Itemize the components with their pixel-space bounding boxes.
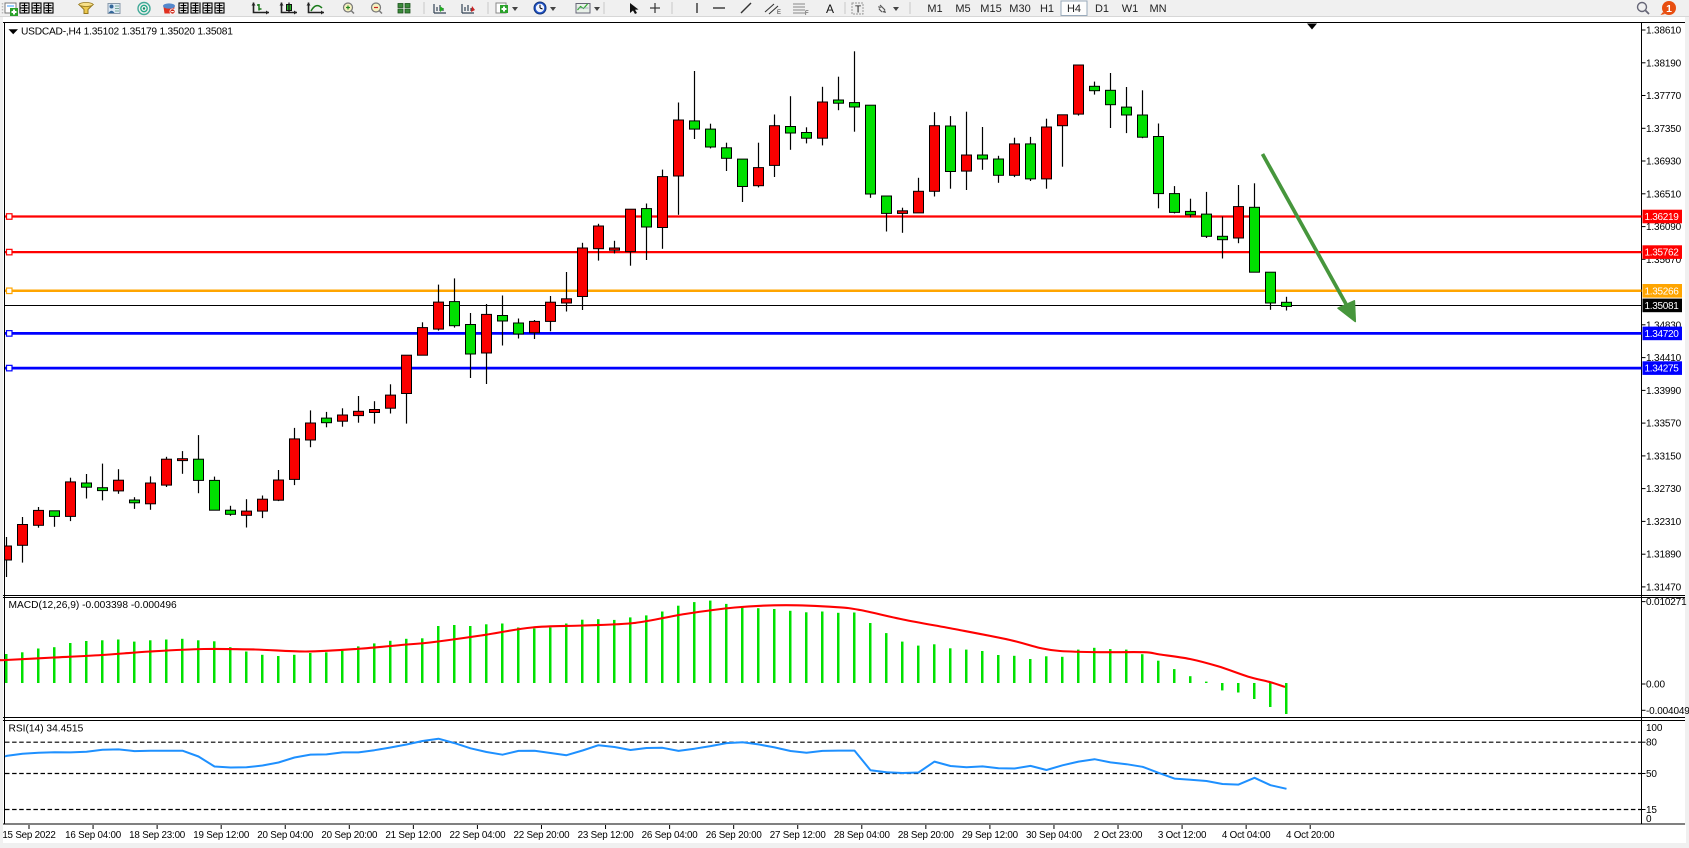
svg-text:28 Sep 04:00: 28 Sep 04:00 xyxy=(834,830,891,841)
svg-text:26 Sep 04:00: 26 Sep 04:00 xyxy=(642,830,699,841)
svg-text:1.38610: 1.38610 xyxy=(1646,26,1682,37)
svg-text:26 Sep 20:00: 26 Sep 20:00 xyxy=(706,830,763,841)
svg-text:50: 50 xyxy=(1646,769,1657,780)
svg-text:H4: H4 xyxy=(1067,3,1081,15)
svg-text:1.32730: 1.32730 xyxy=(1646,484,1682,495)
svg-text:1.38190: 1.38190 xyxy=(1646,58,1682,69)
svg-text:80: 80 xyxy=(1646,738,1657,749)
svg-text:18 Sep 23:00: 18 Sep 23:00 xyxy=(129,830,186,841)
svg-text:100: 100 xyxy=(1646,723,1663,734)
svg-text:15: 15 xyxy=(1646,805,1657,816)
svg-text:1.36219: 1.36219 xyxy=(1645,212,1680,223)
svg-text:1.36510: 1.36510 xyxy=(1646,189,1682,200)
svg-text:1.34830: 1.34830 xyxy=(1646,320,1682,331)
svg-text:W1: W1 xyxy=(1122,3,1139,15)
svg-text:F: F xyxy=(805,11,809,17)
svg-text:3 Oct 12:00: 3 Oct 12:00 xyxy=(1158,830,1207,841)
svg-text:0: 0 xyxy=(1646,814,1652,825)
svg-text:1.36930: 1.36930 xyxy=(1646,157,1682,168)
svg-text:4 Oct 20:00: 4 Oct 20:00 xyxy=(1286,830,1335,841)
svg-text:1.35266: 1.35266 xyxy=(1645,286,1680,297)
svg-text:1.35762: 1.35762 xyxy=(1645,248,1680,259)
svg-text:1.35081: 1.35081 xyxy=(1645,301,1680,312)
svg-text:MN: MN xyxy=(1149,3,1166,15)
svg-text:15 Sep 2022: 15 Sep 2022 xyxy=(2,830,55,841)
svg-text:T: T xyxy=(855,5,861,16)
svg-text:D1: D1 xyxy=(1095,3,1109,15)
svg-text:1.34720: 1.34720 xyxy=(1645,329,1680,340)
svg-text:1: 1 xyxy=(1666,3,1672,15)
svg-text:E: E xyxy=(777,10,781,16)
svg-text:1.33990: 1.33990 xyxy=(1646,386,1682,397)
svg-text:0.010271: 0.010271 xyxy=(1646,597,1687,608)
svg-text:RSI(14) 34.4515: RSI(14) 34.4515 xyxy=(9,724,84,735)
svg-text:1.33570: 1.33570 xyxy=(1646,419,1682,430)
svg-text:1.37350: 1.37350 xyxy=(1646,124,1682,135)
svg-text:1.37770: 1.37770 xyxy=(1646,91,1682,102)
svg-text:4 Oct 04:00: 4 Oct 04:00 xyxy=(1222,830,1271,841)
svg-text:M5: M5 xyxy=(955,3,970,15)
svg-text:M30: M30 xyxy=(1009,3,1030,15)
svg-text:19 Sep 12:00: 19 Sep 12:00 xyxy=(193,830,250,841)
svg-text:1.34275: 1.34275 xyxy=(1645,364,1680,375)
svg-text:28 Sep 20:00: 28 Sep 20:00 xyxy=(898,830,955,841)
svg-text:29 Sep 12:00: 29 Sep 12:00 xyxy=(962,830,1019,841)
svg-text:21 Sep 12:00: 21 Sep 12:00 xyxy=(385,830,442,841)
svg-text:30 Sep 04:00: 30 Sep 04:00 xyxy=(1026,830,1083,841)
svg-text:H1: H1 xyxy=(1040,3,1054,15)
svg-text:1.36090: 1.36090 xyxy=(1646,222,1682,233)
svg-text:27 Sep 12:00: 27 Sep 12:00 xyxy=(770,830,827,841)
svg-text:20 Sep 20:00: 20 Sep 20:00 xyxy=(321,830,378,841)
svg-text:0.00: 0.00 xyxy=(1646,680,1665,691)
svg-text:1.31890: 1.31890 xyxy=(1646,550,1682,561)
svg-text:-0.004049: -0.004049 xyxy=(1646,706,1689,717)
svg-text:MACD(12,26,9) -0.003398 -0.000: MACD(12,26,9) -0.003398 -0.000496 xyxy=(9,600,178,611)
svg-text:20 Sep 04:00: 20 Sep 04:00 xyxy=(257,830,314,841)
svg-text:1.31470: 1.31470 xyxy=(1646,582,1682,593)
svg-text:1.33150: 1.33150 xyxy=(1646,451,1682,462)
svg-text:1.32310: 1.32310 xyxy=(1646,517,1682,528)
svg-text:M15: M15 xyxy=(980,3,1001,15)
svg-text:M1: M1 xyxy=(927,3,942,15)
svg-text:A: A xyxy=(826,2,834,16)
svg-text:23 Sep 12:00: 23 Sep 12:00 xyxy=(578,830,635,841)
svg-text:22 Sep 04:00: 22 Sep 04:00 xyxy=(449,830,506,841)
svg-text:22 Sep 20:00: 22 Sep 20:00 xyxy=(514,830,571,841)
svg-text:1.35670: 1.35670 xyxy=(1646,255,1682,266)
svg-text:16 Sep 04:00: 16 Sep 04:00 xyxy=(65,830,122,841)
svg-text:USDCAD-,H4 1.35102 1.35179 1.: USDCAD-,H4 1.35102 1.35179 1.35020 1.350… xyxy=(21,26,233,37)
svg-text:2 Oct 23:00: 2 Oct 23:00 xyxy=(1094,830,1143,841)
svg-text:1.34410: 1.34410 xyxy=(1646,353,1682,364)
